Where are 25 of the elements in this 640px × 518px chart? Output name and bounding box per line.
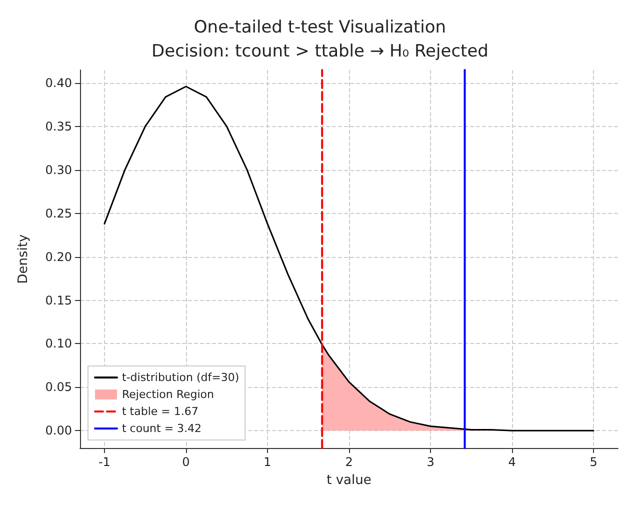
y-tick-label: 0.10 <box>45 336 72 351</box>
legend-label: Rejection Region <box>122 388 214 401</box>
x-tick-label: 0 <box>182 455 190 469</box>
legend-label: t count = 3.42 <box>122 422 202 435</box>
y-tick-label: 0.25 <box>45 206 72 220</box>
line-series <box>104 86 594 432</box>
x-tick-label: 3 <box>426 455 434 469</box>
legend-label: t table = 1.67 <box>122 405 198 418</box>
x-tick-label: 4 <box>508 455 516 469</box>
legend-label: t-distribution (df=30) <box>122 371 240 384</box>
chart-title: One-tailed t-test Visualization <box>194 18 446 38</box>
y-tick-label: 0.40 <box>45 76 72 90</box>
x-tick-label: -1 <box>98 455 110 469</box>
y-axis-title: Density <box>16 234 31 284</box>
y-tick-label: 0.30 <box>45 162 72 177</box>
y-tick-label: 0.00 <box>45 424 72 438</box>
y-tick-label: 0.35 <box>45 119 72 134</box>
y-tick-label: 0.05 <box>45 380 72 394</box>
x-tick-label: 1 <box>264 455 272 469</box>
x-tick-label: 5 <box>590 455 598 469</box>
y-tick-label: 0.20 <box>45 250 72 264</box>
y-tick-label: 0.15 <box>45 293 72 308</box>
x-axis-title: t value <box>326 473 372 488</box>
chart-subtitle: Decision: tcount > ttable → H₀ Rejected <box>152 42 488 62</box>
x-tick-label: 2 <box>345 455 353 469</box>
